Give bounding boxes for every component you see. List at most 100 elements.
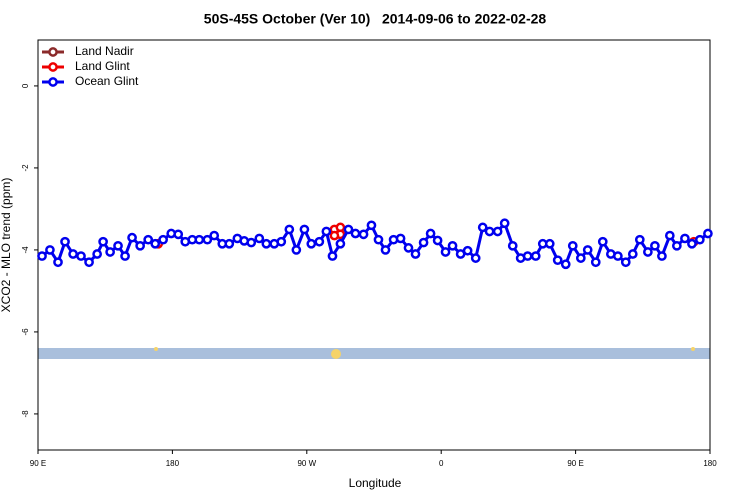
data-point: [366, 220, 377, 231]
x-axis-label: Longitude: [349, 476, 402, 490]
data-point: [470, 253, 481, 263]
data-point: [209, 230, 220, 241]
data-point: [60, 236, 70, 247]
data-point: [76, 251, 86, 261]
data-point: [321, 226, 332, 237]
data-point: [329, 230, 340, 241]
y-tick-label: -2: [21, 164, 30, 172]
data-point: [173, 229, 184, 240]
data-point: [335, 238, 346, 249]
data-point: [350, 228, 361, 239]
data-point: [261, 238, 272, 249]
data-point: [120, 251, 130, 261]
data-point: [143, 234, 154, 245]
data-point: [306, 238, 317, 249]
land-ocean-strip: [38, 348, 710, 359]
data-point: [627, 249, 638, 259]
data-point: [246, 237, 257, 248]
legend-label: Ocean Glint: [75, 74, 139, 88]
data-point: [613, 251, 623, 261]
data-point: [643, 247, 653, 257]
data-point: [284, 224, 295, 235]
chart-title: 50S-45S October (Ver 10) 2014-09-06 to 2…: [204, 11, 547, 27]
data-point: [410, 249, 421, 259]
data-point: [276, 236, 287, 247]
data-point: [98, 236, 108, 247]
data-point: [590, 257, 601, 268]
data-point: [84, 257, 94, 268]
data-point: [425, 228, 436, 239]
data-point: [492, 226, 503, 237]
data-point: [552, 255, 563, 266]
data-point: [657, 251, 667, 261]
data-point: [299, 224, 310, 235]
data-point: [507, 240, 518, 251]
land-dot: [154, 347, 158, 351]
data-point: [575, 253, 586, 263]
data-point: [582, 245, 593, 255]
data-point: [687, 238, 697, 249]
data-point: [671, 240, 682, 251]
x-tick-label: 90 W: [297, 459, 316, 468]
data-point: [68, 249, 78, 259]
data-point: [105, 247, 115, 257]
data-point: [45, 245, 55, 255]
legend-label: Land Nadir: [75, 44, 134, 58]
data-point: [703, 228, 713, 239]
data-point: [560, 259, 571, 270]
x-tick-label: 0: [439, 459, 444, 468]
legend-swatch-marker: [48, 47, 58, 57]
x-tick-label: 90 E: [567, 459, 583, 468]
data-point: [634, 234, 645, 245]
data-point: [380, 245, 391, 255]
x-tick-label: 180: [166, 459, 180, 468]
data-point: [477, 222, 488, 233]
x-tick-label: 180: [703, 459, 717, 468]
data-point: [544, 238, 555, 249]
data-point: [343, 224, 354, 235]
y-tick-label: -8: [21, 410, 30, 418]
x-tick-label: 90 E: [30, 459, 46, 468]
plot-frame: [37, 39, 711, 451]
data-point: [358, 229, 369, 240]
legend-swatch-marker: [48, 62, 58, 72]
land-dot: [331, 349, 341, 359]
data-point: [158, 234, 168, 245]
legend-label: Land Glint: [75, 59, 130, 73]
land-dot: [691, 347, 695, 351]
data-point: [194, 234, 205, 245]
data-point: [53, 257, 63, 268]
data-point: [373, 234, 384, 245]
legend-swatch-marker: [48, 77, 58, 87]
data-point: [395, 233, 406, 244]
data-point: [224, 238, 235, 249]
data-point: [484, 226, 495, 237]
data-point: [567, 240, 578, 251]
y-tick-label: 0: [21, 83, 30, 88]
data-point: [314, 236, 325, 247]
data-point: [650, 240, 660, 251]
data-point: [620, 257, 631, 268]
data-point: [150, 238, 161, 249]
data-point: [254, 233, 265, 244]
data-point: [462, 245, 473, 256]
data-point: [432, 235, 443, 246]
data-point: [327, 251, 338, 261]
data-point: [403, 243, 414, 253]
y-tick-label: -4: [21, 246, 30, 254]
data-point: [113, 240, 123, 251]
data-point: [664, 230, 675, 241]
data-point: [291, 245, 302, 255]
data-point: [127, 232, 137, 243]
y-tick-label: -6: [21, 328, 30, 336]
data-point: [418, 237, 429, 248]
data-point: [597, 236, 608, 247]
y-axis-label: XCO2 - MLO trend (ppm): [0, 178, 13, 313]
data-point: [440, 247, 451, 257]
data-point: [680, 233, 690, 244]
data-point: [202, 234, 213, 245]
data-point: [499, 218, 510, 229]
data-point: [37, 251, 47, 261]
